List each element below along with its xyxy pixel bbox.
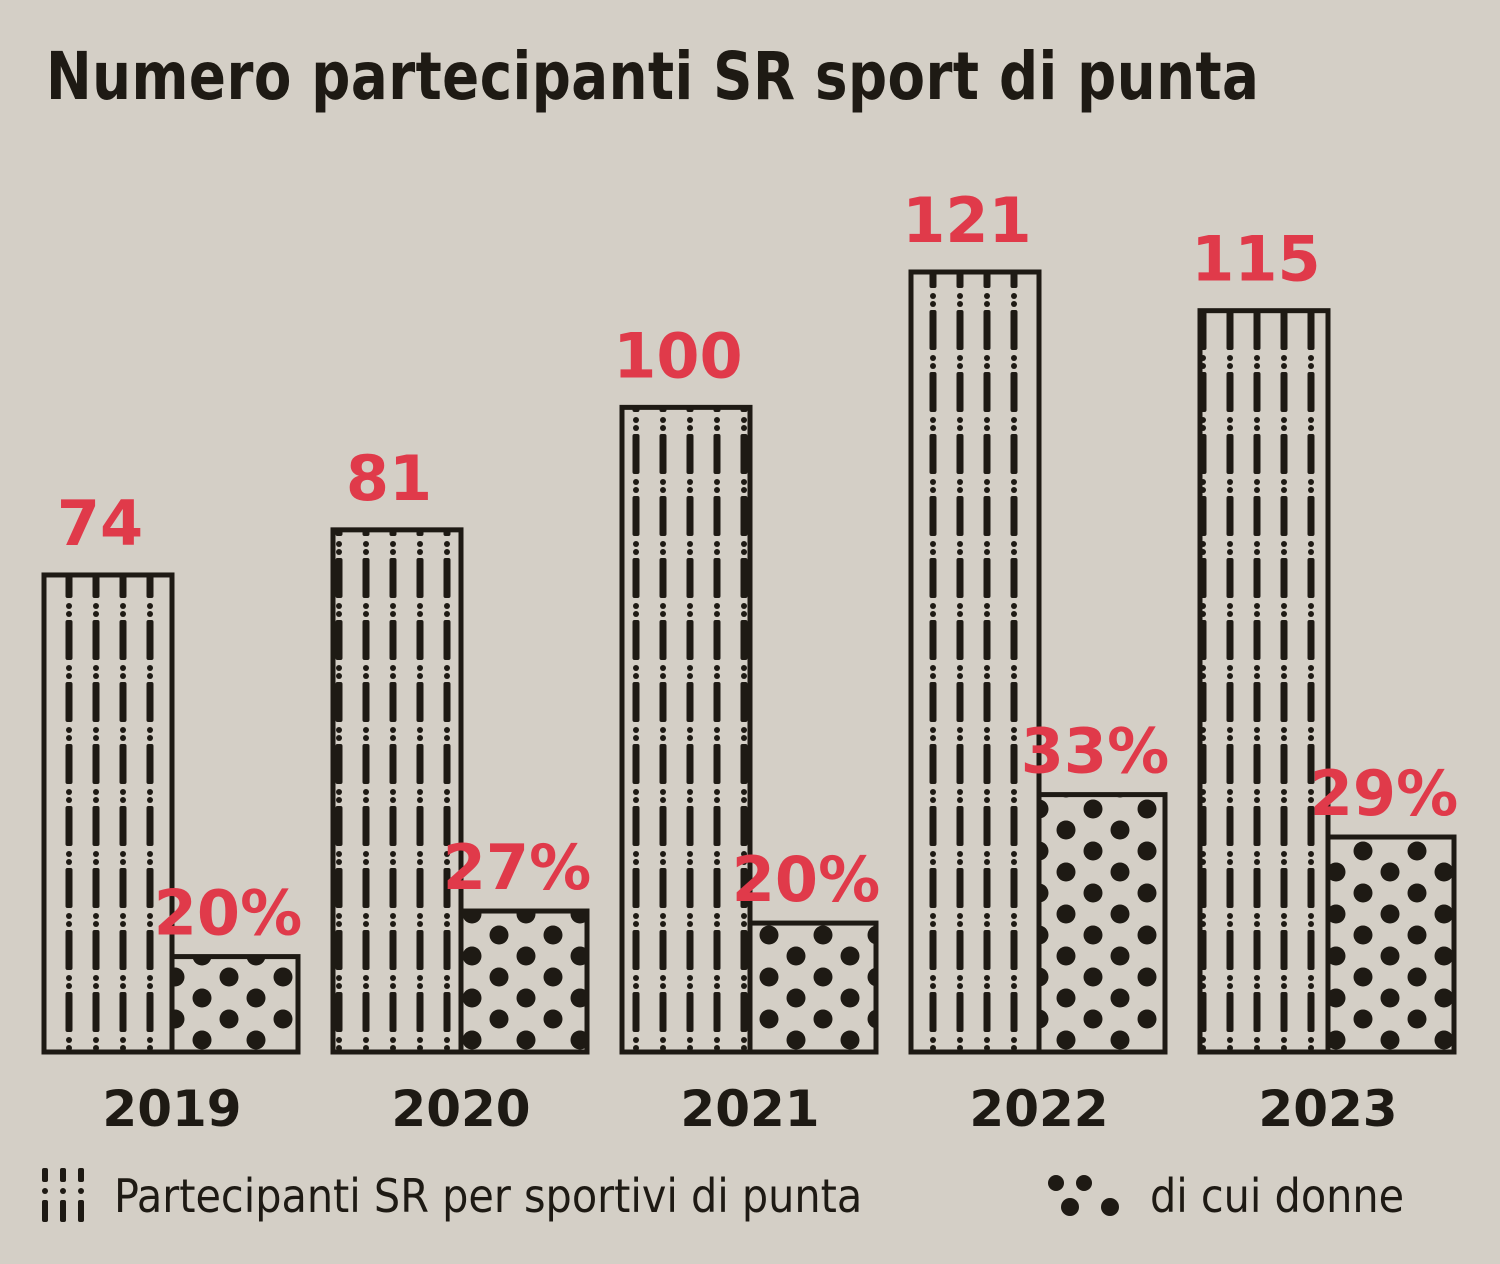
bar-women-2022 — [1036, 792, 1168, 1055]
bar-women-2023 — [1325, 834, 1457, 1055]
bar-women-2019 — [169, 954, 301, 1055]
bar-women-2020 — [458, 908, 590, 1055]
category-label-2021: 2021 — [680, 1080, 819, 1138]
bar-participants-2019 — [41, 572, 175, 1055]
bar-participants-2020 — [330, 527, 464, 1055]
value-label-women-2022: 33% — [1021, 715, 1169, 788]
legend-label-participants: Partecipanti SR per sportivi di punta — [114, 1169, 863, 1223]
category-label-2023: 2023 — [1258, 1080, 1397, 1138]
bar-women-2021 — [747, 920, 879, 1055]
value-label-participants-2022: 121 — [902, 184, 1031, 257]
category-label-2019: 2019 — [102, 1080, 241, 1138]
value-label-participants-2019: 74 — [57, 487, 143, 560]
value-label-women-2020: 27% — [443, 831, 591, 904]
bar-participants-2023 — [1197, 308, 1331, 1055]
value-label-women-2023: 29% — [1310, 757, 1458, 830]
value-label-women-2021: 20% — [732, 843, 880, 916]
legend-item-participants: Partecipanti SR per sportivi di punta — [40, 1166, 862, 1226]
category-label-2020: 2020 — [391, 1080, 530, 1138]
bar-chart: 74 20% 2019 81 27% 2020 100 20% 2021 121 33% 2022 11… — [41, 184, 1458, 1138]
legend-item-women: di cui donne — [1046, 1166, 1404, 1226]
value-label-participants-2023: 115 — [1191, 223, 1320, 296]
category-label-2022: 2022 — [969, 1080, 1108, 1138]
dots-icon — [1048, 1175, 1119, 1216]
value-label-participants-2021: 100 — [613, 319, 742, 392]
value-label-women-2019: 20% — [154, 877, 302, 950]
legend-label-women: di cui donne — [1150, 1169, 1405, 1223]
dashed-lines-icon — [42, 1168, 84, 1222]
value-label-participants-2020: 81 — [346, 442, 432, 515]
chart-title: Numero partecipanti SR sport di punta — [46, 38, 1260, 115]
bar-participants-2021 — [619, 404, 753, 1055]
bar-participants-2022 — [908, 269, 1042, 1055]
